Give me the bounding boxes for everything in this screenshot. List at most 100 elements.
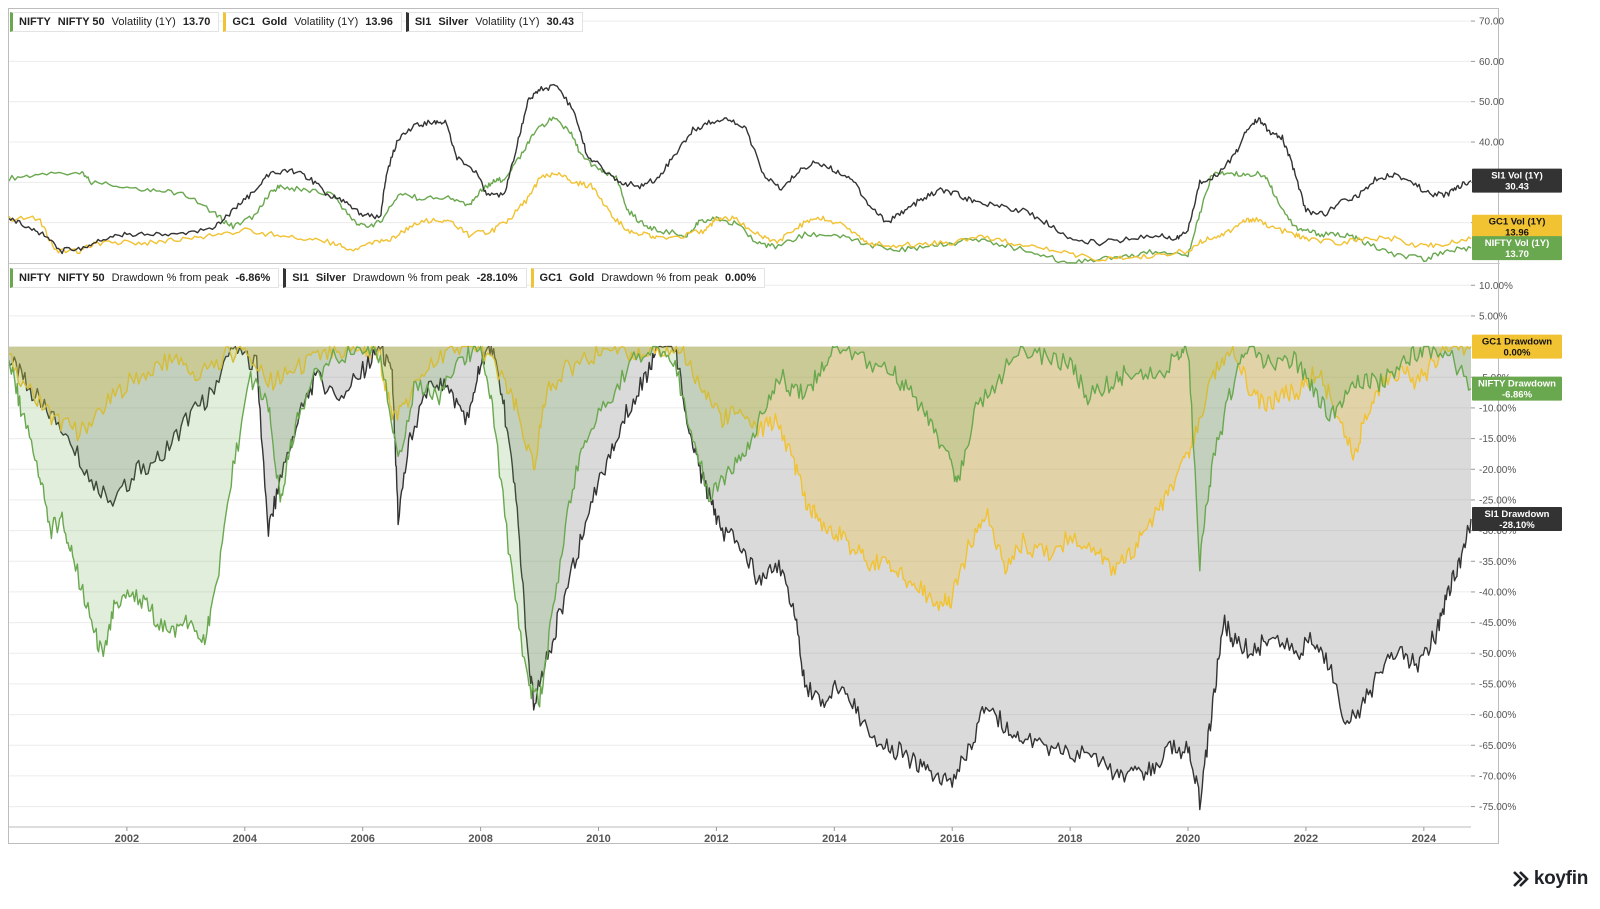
price-tag-label: GC1 Vol (1Y) [1489,217,1546,228]
price-tag-box [1472,168,1562,193]
legend-item-gc1[interactable]: GC1 Gold Drawdown % from peak 0.00% [530,268,766,288]
legend-value: 0.00% [725,272,757,284]
price-tag: SI1 Vol (1Y)30.43 [1472,168,1562,193]
y-tick-label: -50.00% [1479,649,1516,660]
y-tick-label: -40.00% [1479,587,1516,598]
koyfin-logo-icon [1512,871,1529,887]
legend-metric: Volatility (1Y) [475,16,540,28]
legend-item-nifty[interactable]: NIFTY NIFTY 50 Drawdown % from peak -6.86% [10,268,280,288]
y-tick-label: -10.00% [1479,403,1516,414]
price-tag: NIFTY Drawdown-6.86% [1472,376,1562,401]
x-tick-label: 2012 [704,833,728,845]
legend-item-si1[interactable]: SI1 Silver Drawdown % from peak -28.10% [283,268,527,288]
legend-volatility: NIFTY NIFTY 50 Volatility (1Y) 13.70 GC1 Gold… [10,12,584,32]
legend-metric: Drawdown % from peak [601,272,719,284]
area-silver [9,346,1471,810]
y-tick-label: -55.00% [1479,679,1516,690]
price-tag-box [1472,506,1562,531]
brand-logo: koyfin [1511,868,1588,890]
x-tick-label: 2008 [468,833,492,845]
price-tag: NIFTY Vol (1Y)13.70 [1472,236,1562,261]
legend-name: NIFTY 50 [57,16,105,28]
price-tag-value: -6.86% [1502,390,1533,401]
legend-ticker: NIFTY [19,16,51,28]
legend-item-nifty[interactable]: NIFTY NIFTY 50 Volatility (1Y) 13.70 [10,12,220,32]
x-tick-label: 2002 [115,833,139,845]
x-tick-label: 2020 [1176,833,1200,845]
price-tag-label: NIFTY Drawdown [1478,379,1556,390]
legend-ticker: GC1 [232,16,256,28]
series-silver-line[interactable] [9,83,1472,255]
legend-value: -28.10% [476,272,518,284]
price-tag-value: -28.10% [1499,520,1535,531]
price-tag-value: 13.70 [1505,249,1529,260]
series-gold-line[interactable] [9,172,1472,262]
price-tag-value: 0.00% [1504,348,1531,359]
y-tick-label: 50.00 [1479,97,1504,108]
price-tag: SI1 Drawdown-28.10% [1472,506,1562,531]
legend-name: Silver [438,16,469,28]
y-tick-label: -60.00% [1479,710,1516,721]
y-tick-label: -20.00% [1479,465,1516,476]
y-tick-label: -15.00% [1479,434,1516,445]
y-tick-label: -30.00% [1479,526,1516,537]
price-tag-label: SI1 Drawdown [1485,509,1550,520]
legend-ticker: GC1 [539,272,563,284]
x-tick-label: 2024 [1412,833,1437,845]
price-tag-box [1472,334,1562,359]
price-tag-box [1472,236,1562,261]
series-nifty-50-line[interactable] [9,116,1472,264]
legend-metric: Drawdown % from peak [111,272,229,284]
legend-name: NIFTY 50 [57,272,105,284]
x-tick-label: 2006 [350,833,374,845]
x-tick-label: 2014 [822,833,847,845]
price-tag: GC1 Vol (1Y)13.96 [1472,214,1562,239]
x-tick-label: 2022 [1294,833,1318,845]
price-tag-label: SI1 Vol (1Y) [1491,171,1543,182]
legend-drawdown: NIFTY NIFTY 50 Drawdown % from peak -6.86% S… [10,268,766,288]
legend-metric: Volatility (1Y) [294,16,359,28]
y-tick-label: -25.00% [1479,495,1516,506]
area-nifty-50 [9,346,1471,707]
legend-value: 13.70 [182,16,211,28]
area-gold [9,346,1471,611]
legend-ticker: NIFTY [19,272,51,284]
legend-ticker: SI1 [292,272,309,284]
price-tag-value: 30.43 [1505,182,1529,193]
y-tick-label: 10.00% [1479,281,1513,292]
y-tick-label: -75.00% [1479,802,1516,813]
y-tick-label: 5.00% [1479,311,1507,322]
legend-ticker: SI1 [414,16,432,28]
x-tick-label: 2018 [1058,833,1082,845]
legend-name: Gold [262,16,288,28]
x-tick-label: 2004 [233,833,258,845]
legend-item-si1[interactable]: SI1 Silver Volatility (1Y) 30.43 [405,12,584,32]
price-tag-label: GC1 Drawdown [1482,337,1552,348]
legend-name: Silver [315,272,346,284]
legend-metric: Drawdown % from peak [352,272,470,284]
legend-value: 30.43 [546,16,575,28]
legend-item-gc1[interactable]: GC1 Gold Volatility (1Y) 13.96 [223,12,402,32]
legend-value: -6.86% [235,272,271,284]
price-tag-value: 13.96 [1505,228,1529,239]
legend-metric: Volatility (1Y) [111,16,176,28]
series-silver-line[interactable] [9,345,1472,811]
x-tick-label: 2010 [586,833,610,845]
y-tick-label: -35.00% [1479,557,1516,568]
y-tick-label: -45.00% [1479,618,1516,629]
legend-name: Gold [569,272,595,284]
price-tag-box [1472,214,1562,239]
series-gold-line[interactable] [9,345,1472,612]
y-tick-label: 40.00 [1479,138,1504,149]
y-tick-label: -70.00% [1479,771,1516,782]
legend-value: 13.96 [365,16,393,28]
brand-name: koyfin [1533,868,1588,889]
y-tick-label: 70.00 [1479,17,1504,28]
series-nifty-50-line[interactable] [9,345,1472,708]
y-tick-label: 60.00 [1479,57,1504,68]
x-tick-label: 2016 [940,833,964,845]
y-tick-label: -65.00% [1479,741,1516,752]
